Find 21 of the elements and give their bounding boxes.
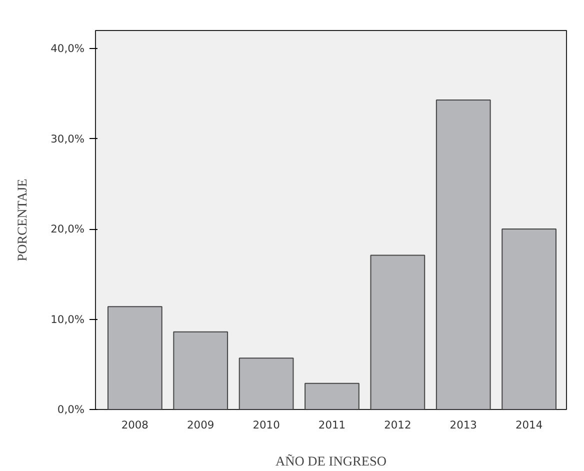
bar	[370, 254, 426, 410]
x-tick-label: 2010	[252, 418, 280, 432]
x-tick-label: 2008	[121, 418, 149, 432]
bar	[502, 228, 556, 410]
bar	[304, 382, 360, 410]
x-tick-label: 2014	[515, 418, 543, 432]
bar	[238, 358, 294, 410]
y-tick-label: 40,0%	[50, 42, 85, 56]
y-axis-title: PORCENTAJE	[14, 178, 30, 262]
y-tick-label: 0,0%	[57, 403, 85, 416]
y-tick-label: 20,0%	[50, 222, 85, 236]
x-tick-label: 2013	[450, 418, 477, 432]
x-tick-label: 2011	[318, 418, 346, 432]
bar	[107, 306, 162, 410]
x-tick-label: 2012	[384, 418, 412, 432]
y-tick-label: 30,0%	[50, 132, 85, 146]
x-axis-title: AÑO DE INGRESO	[275, 454, 387, 468]
x-tick-label: 2009	[187, 418, 214, 432]
bar	[173, 331, 228, 410]
bar	[436, 99, 491, 410]
y-tick-label: 10,0%	[50, 312, 85, 326]
